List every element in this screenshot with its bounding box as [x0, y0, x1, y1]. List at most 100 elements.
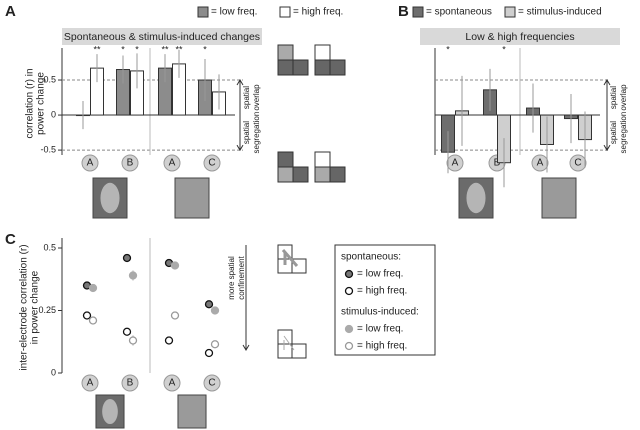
legend-label: = stimulus-induced — [518, 7, 602, 18]
legend-group: stimulus-induced: — [341, 307, 419, 318]
legend-label: = spontaneous — [426, 7, 492, 18]
annotation: spatial — [242, 121, 251, 144]
significance: * — [135, 44, 139, 54]
y-axis-label: inter-electrode correlation (r) — [19, 244, 30, 370]
x-tick-label: C — [208, 378, 215, 389]
y-axis-label: correlation (r) in — [25, 68, 36, 138]
face-shape — [466, 182, 486, 214]
arrow-head — [603, 79, 611, 152]
dot — [128, 271, 138, 280]
y-tick-label: 0.5 — [43, 242, 56, 252]
x-tick-label: B — [127, 158, 134, 169]
dot — [204, 300, 214, 309]
x-tick-label: B — [127, 378, 134, 389]
head-icon — [163, 154, 181, 172]
annotation: more spatial — [227, 256, 236, 300]
dot — [170, 261, 180, 270]
legend-marker — [344, 324, 354, 334]
x-tick-label: A — [87, 158, 94, 169]
dot — [88, 283, 98, 293]
legend-label: = high freq. — [357, 286, 407, 297]
head-icon — [569, 154, 587, 172]
annotation: overlap — [619, 84, 628, 111]
head-icon — [121, 154, 139, 172]
annotation: segregation — [619, 112, 628, 154]
y-axis-label: power change — [36, 72, 47, 135]
dot — [128, 336, 138, 345]
legend-group: spontaneous: — [341, 252, 401, 263]
significance: * — [502, 44, 506, 54]
y-tick-label: 0.5 — [43, 74, 56, 84]
legend-marker — [344, 269, 354, 279]
head-icon — [446, 154, 464, 172]
legend-marker — [344, 341, 354, 351]
quadrant-icons — [277, 44, 346, 359]
legend-swatch — [197, 6, 209, 18]
y-tick-label: 0.25 — [38, 305, 56, 315]
arrow-head — [242, 344, 250, 351]
legend-label: = high freq. — [357, 341, 407, 352]
x-tick-label: A — [169, 378, 176, 389]
dot — [88, 316, 98, 325]
annotation: spatial — [609, 121, 618, 144]
legend-label: = high freq. — [293, 7, 343, 18]
dot — [210, 306, 220, 315]
legend-label: = low freq. — [357, 324, 403, 335]
title-bar — [420, 28, 620, 45]
annotation: spatial — [242, 86, 251, 109]
legend-marker — [344, 286, 354, 296]
dot — [170, 311, 180, 320]
x-tick-label: A — [537, 158, 544, 169]
y-tick-label: 0 — [51, 109, 56, 119]
annotation: confinement — [237, 255, 246, 299]
x-tick-label: A — [87, 378, 94, 389]
significance: ** — [161, 44, 169, 54]
legend-swatch — [504, 6, 516, 18]
dot — [122, 253, 132, 263]
noise-image — [174, 177, 210, 219]
annotation: overlap — [252, 84, 261, 111]
panel-letter: C — [5, 231, 16, 248]
head-icon — [81, 374, 99, 392]
significance: ** — [93, 44, 101, 54]
y-axis-label: in power change — [30, 270, 41, 344]
legend-swatch — [412, 6, 424, 18]
y-tick-label: -0.5 — [40, 144, 56, 154]
noise-image — [541, 177, 577, 219]
head-icon — [163, 374, 181, 392]
x-tick-label: A — [452, 158, 459, 169]
head-icon — [121, 374, 139, 392]
title-bar — [62, 28, 262, 45]
x-tick-label: A — [169, 158, 176, 169]
annotation: spatial — [609, 86, 618, 109]
legend-swatch — [279, 6, 291, 18]
arrow-head — [236, 79, 244, 152]
dot — [82, 311, 92, 320]
head-icon — [531, 154, 549, 172]
head-icon — [203, 374, 221, 392]
y-tick-label: 0 — [51, 367, 56, 377]
legend-label: = low freq. — [357, 269, 403, 280]
x-tick-label: C — [208, 158, 215, 169]
head-icon — [81, 154, 99, 172]
legend-box — [334, 244, 436, 356]
dot — [204, 348, 214, 358]
panel-letter: B — [398, 3, 409, 20]
significance: * — [203, 44, 207, 54]
x-tick-label: C — [574, 158, 581, 169]
significance: * — [446, 44, 450, 54]
dot — [122, 327, 132, 336]
panel-title: Spontaneous & stimulus-induced changes — [64, 31, 260, 43]
panel-letter: A — [5, 3, 16, 20]
dot — [164, 336, 174, 345]
significance: * — [121, 44, 125, 54]
noise-image — [177, 394, 207, 429]
face-shape — [100, 182, 120, 214]
significance: ** — [175, 44, 183, 54]
panel-title: Low & high frequencies — [465, 31, 574, 43]
face-shape — [102, 398, 118, 425]
head-icon — [203, 154, 221, 172]
annotation: segregation — [252, 112, 261, 154]
